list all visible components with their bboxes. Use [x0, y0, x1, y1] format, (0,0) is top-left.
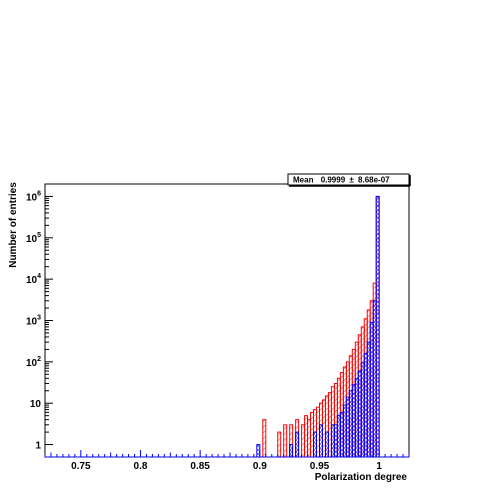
x-tick-label: 0.8: [134, 461, 148, 472]
stats-error: 8.68e-07: [358, 176, 390, 185]
stats-value: 0.9999: [321, 176, 346, 185]
stats-pm: ±: [349, 176, 354, 185]
x-tick-label: 0.9: [253, 461, 267, 472]
x-tick-label: 1: [376, 461, 382, 472]
stats-box: Mean 0.9999 ± 8.68e-07: [287, 173, 411, 187]
histogram-bar-2-4: [313, 431, 318, 457]
y-tick-label: 106: [26, 190, 41, 203]
y-axis-title: Number of entries: [8, 182, 19, 268]
histogram-bars: [256, 195, 380, 457]
y-tick-label: 103: [26, 315, 41, 328]
y-tick-label: 105: [26, 232, 41, 245]
x-axis: 0.75 0.8 0.85 0.9 0.95 1: [44, 450, 410, 472]
y-tick-label: 104: [26, 273, 41, 286]
histogram-bar-2-5: [318, 424, 323, 457]
stats-label: Mean: [293, 176, 314, 185]
y-tick-label: 102: [26, 356, 41, 369]
y-tick-label: 10: [30, 399, 42, 410]
histogram-bar-1-3: [283, 424, 288, 457]
histogram-bar-2-3: [295, 431, 300, 457]
x-tick-label: 0.75: [71, 461, 91, 472]
x-tick-label: 0.85: [190, 461, 210, 472]
histogram-bar-2-6: [324, 431, 329, 457]
x-axis-title: Polarization degree: [315, 472, 408, 483]
histogram-bar-1-4: [289, 424, 294, 457]
svg-text:Mean 0.9999 ±: Mean 0.9999 ± 8.68e-07: [293, 176, 390, 185]
y-axis: 1 10 102 103 104 105 106: [26, 183, 53, 452]
x-tick-label: 0.95: [310, 461, 330, 472]
histogram-bar-2-22: [375, 195, 380, 457]
histogram-bar-1-2: [277, 431, 282, 457]
y-tick-label: 1: [35, 441, 41, 452]
histogram-bar-1-1: [262, 419, 267, 457]
